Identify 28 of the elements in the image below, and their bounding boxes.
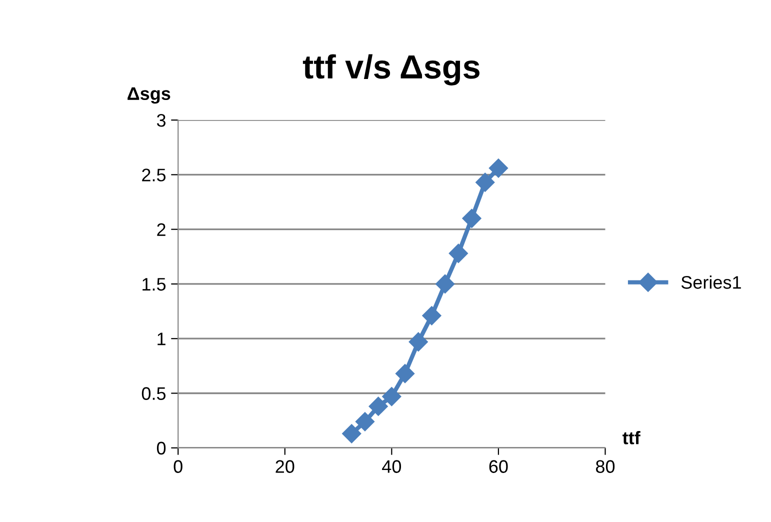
point (408, 332, 428, 352)
x-tick-label: 60 (489, 460, 508, 473)
x-axis-title: ttf (622, 431, 640, 444)
point (368, 396, 388, 416)
y-tick-label: 0 (156, 442, 166, 455)
point (382, 386, 402, 406)
x-tick-label: 40 (382, 460, 402, 473)
x-tick-label: 80 (596, 460, 615, 473)
y-tick-label: 0.5 (142, 387, 166, 400)
point (342, 424, 362, 444)
y-axis-title: Δsgs (128, 87, 170, 104)
y-tick-label: 1 (158, 332, 166, 346)
chart-title: ttf v/s Δsgs (302, 54, 480, 86)
point (448, 244, 468, 263)
point (355, 412, 375, 432)
point (395, 364, 415, 384)
point (436, 274, 455, 294)
y-tick-label: 1.5 (142, 278, 166, 291)
y-tick-label: 2 (157, 223, 166, 236)
point (422, 306, 442, 326)
y-tick-label: 3 (156, 114, 166, 127)
x-tick-label: 0 (174, 460, 182, 473)
x-tick-label: 20 (276, 460, 294, 473)
point (462, 208, 482, 228)
point (488, 158, 508, 178)
legend-label: Series1 (681, 276, 741, 289)
point (476, 172, 495, 192)
y-tick-label: 2.5 (142, 168, 166, 182)
